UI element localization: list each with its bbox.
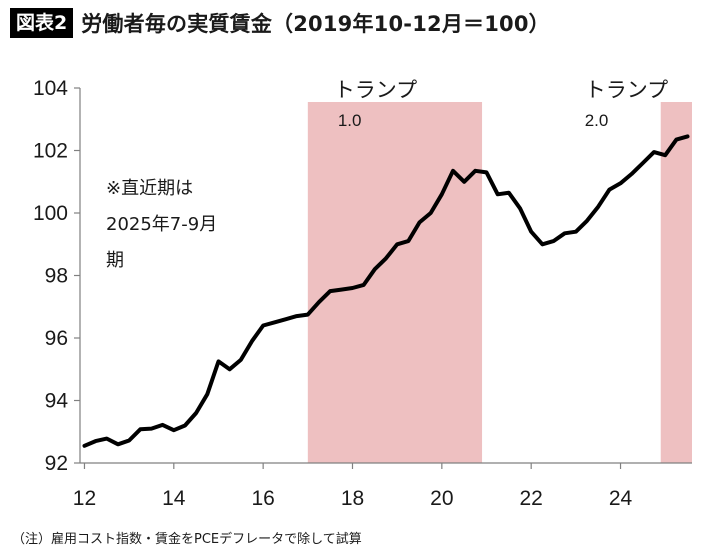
- x-tick-label: 16: [251, 487, 274, 510]
- period-label-2: トランプ: [585, 78, 668, 102]
- y-tick-label: 104: [33, 77, 68, 100]
- period-shade-1: [307, 102, 483, 463]
- y-tick-label: 100: [33, 202, 68, 225]
- period-shades: [307, 102, 692, 463]
- tick-labels: 92 94 96 98 100 102 104 12 14 16 18 20 22 24: [33, 77, 633, 510]
- chart-title: 労働者毎の実質賃金（2019年10-12月＝100）: [81, 12, 550, 36]
- period-sublabel-2: 2.0: [585, 111, 609, 130]
- x-tick-label: 24: [609, 487, 633, 510]
- chart-header: 図表2 労働者毎の実質賃金（2019年10-12月＝100）: [10, 6, 550, 40]
- x-tick-label: 20: [430, 487, 453, 510]
- x-tick-label: 18: [341, 487, 364, 510]
- period-label-1: トランプ: [334, 78, 417, 102]
- footnote: （注）雇用コスト指数・賃金をPCEデフレータで除して試算: [12, 532, 362, 547]
- y-tick-label: 102: [33, 140, 68, 163]
- y-tick-label: 94: [45, 390, 69, 413]
- annotation-line: ※直近期は: [106, 178, 193, 199]
- annotation-line: 2025年7-9月: [106, 214, 217, 235]
- figure-tag: 図表2: [10, 8, 74, 38]
- y-tick-label: 92: [45, 452, 68, 475]
- y-tick-label: 98: [45, 265, 68, 288]
- axes: [74, 87, 692, 469]
- period-shade-2: [660, 102, 692, 463]
- period-labels: トランプ 1.0 トランプ 2.0: [334, 78, 668, 130]
- annotation-line: 期: [106, 250, 124, 271]
- x-tick-label: 12: [73, 487, 96, 510]
- x-tick-label: 22: [520, 487, 543, 510]
- series-line-1: [82, 134, 690, 448]
- series-lines: [82, 134, 690, 448]
- period-sublabel-1: 1.0: [338, 111, 362, 130]
- y-tick-label: 96: [45, 327, 68, 350]
- x-tick-label: 14: [162, 487, 186, 510]
- annotation-note: ※直近期は 2025年7-9月期: [106, 178, 217, 271]
